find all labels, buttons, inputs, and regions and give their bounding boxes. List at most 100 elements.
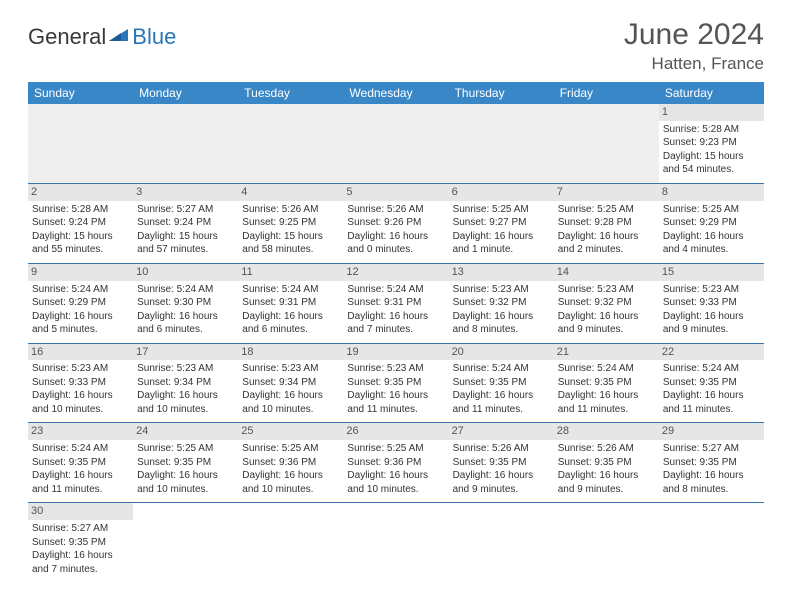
day-number: 23: [28, 423, 133, 440]
calendar-cell: 27Sunrise: 5:26 AMSunset: 9:35 PMDayligh…: [449, 423, 554, 503]
calendar-cell: 19Sunrise: 5:23 AMSunset: 9:35 PMDayligh…: [343, 343, 448, 423]
sunrise-text: Sunrise: 5:24 AM: [453, 362, 550, 376]
sunrise-text: Sunrise: 5:24 AM: [347, 283, 444, 297]
calendar-body: 1Sunrise: 5:28 AMSunset: 9:23 PMDaylight…: [28, 104, 764, 582]
calendar-cell: [449, 104, 554, 183]
sunset-text: Sunset: 9:30 PM: [137, 296, 234, 310]
sunset-text: Sunset: 9:23 PM: [663, 136, 760, 150]
sunset-text: Sunset: 9:27 PM: [453, 216, 550, 230]
sunrise-text: Sunrise: 5:23 AM: [137, 362, 234, 376]
page-container: General Blue June 2024 Hatten, France Su…: [0, 0, 792, 600]
daylight-text: Daylight: 16 hours and 11 minutes.: [663, 389, 760, 416]
daylight-text: Daylight: 15 hours and 54 minutes.: [663, 150, 760, 177]
day-number: 18: [238, 344, 343, 361]
daylight-text: Daylight: 16 hours and 10 minutes.: [137, 389, 234, 416]
sunset-text: Sunset: 9:36 PM: [347, 456, 444, 470]
weekday-header: Monday: [133, 82, 238, 104]
day-number: 6: [449, 184, 554, 201]
day-number: 28: [554, 423, 659, 440]
sunset-text: Sunset: 9:35 PM: [453, 456, 550, 470]
calendar-row: 16Sunrise: 5:23 AMSunset: 9:33 PMDayligh…: [28, 343, 764, 423]
day-number: 20: [449, 344, 554, 361]
calendar-cell: 3Sunrise: 5:27 AMSunset: 9:24 PMDaylight…: [133, 183, 238, 263]
calendar-cell: [659, 503, 764, 582]
calendar-cell: 23Sunrise: 5:24 AMSunset: 9:35 PMDayligh…: [28, 423, 133, 503]
sunset-text: Sunset: 9:24 PM: [32, 216, 129, 230]
daylight-text: Daylight: 16 hours and 2 minutes.: [558, 230, 655, 257]
sunset-text: Sunset: 9:35 PM: [453, 376, 550, 390]
sunset-text: Sunset: 9:25 PM: [242, 216, 339, 230]
calendar-cell: 29Sunrise: 5:27 AMSunset: 9:35 PMDayligh…: [659, 423, 764, 503]
day-number: 4: [238, 184, 343, 201]
sunrise-text: Sunrise: 5:24 AM: [242, 283, 339, 297]
daylight-text: Daylight: 16 hours and 10 minutes.: [347, 469, 444, 496]
location-label: Hatten, France: [624, 54, 764, 74]
logo: General Blue: [28, 24, 176, 50]
sunrise-text: Sunrise: 5:25 AM: [137, 442, 234, 456]
day-number: 7: [554, 184, 659, 201]
day-number: 19: [343, 344, 448, 361]
day-number: 9: [28, 264, 133, 281]
calendar-row: 9Sunrise: 5:24 AMSunset: 9:29 PMDaylight…: [28, 263, 764, 343]
calendar-cell: 26Sunrise: 5:25 AMSunset: 9:36 PMDayligh…: [343, 423, 448, 503]
day-number: 27: [449, 423, 554, 440]
calendar-cell: [133, 503, 238, 582]
sunset-text: Sunset: 9:32 PM: [453, 296, 550, 310]
daylight-text: Daylight: 16 hours and 0 minutes.: [347, 230, 444, 257]
calendar-cell: 11Sunrise: 5:24 AMSunset: 9:31 PMDayligh…: [238, 263, 343, 343]
sunset-text: Sunset: 9:26 PM: [347, 216, 444, 230]
calendar-cell: 24Sunrise: 5:25 AMSunset: 9:35 PMDayligh…: [133, 423, 238, 503]
weekday-header: Friday: [554, 82, 659, 104]
sunset-text: Sunset: 9:35 PM: [32, 456, 129, 470]
sunrise-text: Sunrise: 5:23 AM: [453, 283, 550, 297]
sunset-text: Sunset: 9:33 PM: [32, 376, 129, 390]
calendar-cell: [133, 104, 238, 183]
daylight-text: Daylight: 16 hours and 10 minutes.: [242, 469, 339, 496]
flag-icon: [108, 26, 130, 44]
sunrise-text: Sunrise: 5:26 AM: [558, 442, 655, 456]
day-number: 15: [659, 264, 764, 281]
daylight-text: Daylight: 16 hours and 9 minutes.: [558, 469, 655, 496]
sunrise-text: Sunrise: 5:25 AM: [663, 203, 760, 217]
day-number: 17: [133, 344, 238, 361]
sunrise-text: Sunrise: 5:23 AM: [242, 362, 339, 376]
daylight-text: Daylight: 16 hours and 11 minutes.: [347, 389, 444, 416]
day-number: 29: [659, 423, 764, 440]
calendar-cell: 21Sunrise: 5:24 AMSunset: 9:35 PMDayligh…: [554, 343, 659, 423]
weekday-header: Thursday: [449, 82, 554, 104]
day-number: 2: [28, 184, 133, 201]
day-number: 22: [659, 344, 764, 361]
sunset-text: Sunset: 9:24 PM: [137, 216, 234, 230]
calendar-header-row: SundayMondayTuesdayWednesdayThursdayFrid…: [28, 82, 764, 104]
sunset-text: Sunset: 9:31 PM: [242, 296, 339, 310]
sunset-text: Sunset: 9:35 PM: [32, 536, 129, 550]
sunset-text: Sunset: 9:35 PM: [663, 376, 760, 390]
sunset-text: Sunset: 9:35 PM: [137, 456, 234, 470]
sunset-text: Sunset: 9:32 PM: [558, 296, 655, 310]
calendar-cell: 14Sunrise: 5:23 AMSunset: 9:32 PMDayligh…: [554, 263, 659, 343]
day-number: 24: [133, 423, 238, 440]
month-title: June 2024: [624, 18, 764, 52]
sunrise-text: Sunrise: 5:25 AM: [242, 442, 339, 456]
title-block: June 2024 Hatten, France: [624, 18, 764, 74]
daylight-text: Daylight: 16 hours and 9 minutes.: [558, 310, 655, 337]
calendar-cell: 6Sunrise: 5:25 AMSunset: 9:27 PMDaylight…: [449, 183, 554, 263]
sunset-text: Sunset: 9:35 PM: [663, 456, 760, 470]
logo-text-blue: Blue: [132, 24, 176, 50]
daylight-text: Daylight: 16 hours and 11 minutes.: [453, 389, 550, 416]
calendar-cell: [238, 503, 343, 582]
sunrise-text: Sunrise: 5:24 AM: [32, 283, 129, 297]
calendar-cell: 12Sunrise: 5:24 AMSunset: 9:31 PMDayligh…: [343, 263, 448, 343]
calendar-cell: 16Sunrise: 5:23 AMSunset: 9:33 PMDayligh…: [28, 343, 133, 423]
sunset-text: Sunset: 9:31 PM: [347, 296, 444, 310]
calendar-cell: 17Sunrise: 5:23 AMSunset: 9:34 PMDayligh…: [133, 343, 238, 423]
sunset-text: Sunset: 9:35 PM: [558, 456, 655, 470]
daylight-text: Daylight: 16 hours and 10 minutes.: [242, 389, 339, 416]
calendar-cell: 4Sunrise: 5:26 AMSunset: 9:25 PMDaylight…: [238, 183, 343, 263]
calendar-row: 2Sunrise: 5:28 AMSunset: 9:24 PMDaylight…: [28, 183, 764, 263]
calendar-row: 30Sunrise: 5:27 AMSunset: 9:35 PMDayligh…: [28, 503, 764, 582]
calendar-cell: 5Sunrise: 5:26 AMSunset: 9:26 PMDaylight…: [343, 183, 448, 263]
calendar-cell: 13Sunrise: 5:23 AMSunset: 9:32 PMDayligh…: [449, 263, 554, 343]
sunrise-text: Sunrise: 5:27 AM: [137, 203, 234, 217]
weekday-header: Saturday: [659, 82, 764, 104]
